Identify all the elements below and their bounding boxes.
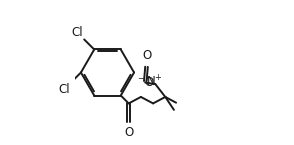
Text: Cl: Cl <box>72 26 83 39</box>
Text: $^{-}$O: $^{-}$O <box>136 76 155 89</box>
Text: O: O <box>142 49 151 62</box>
Text: N$^{+}$: N$^{+}$ <box>146 74 163 89</box>
Text: Cl: Cl <box>59 83 70 96</box>
Text: O: O <box>124 126 133 139</box>
